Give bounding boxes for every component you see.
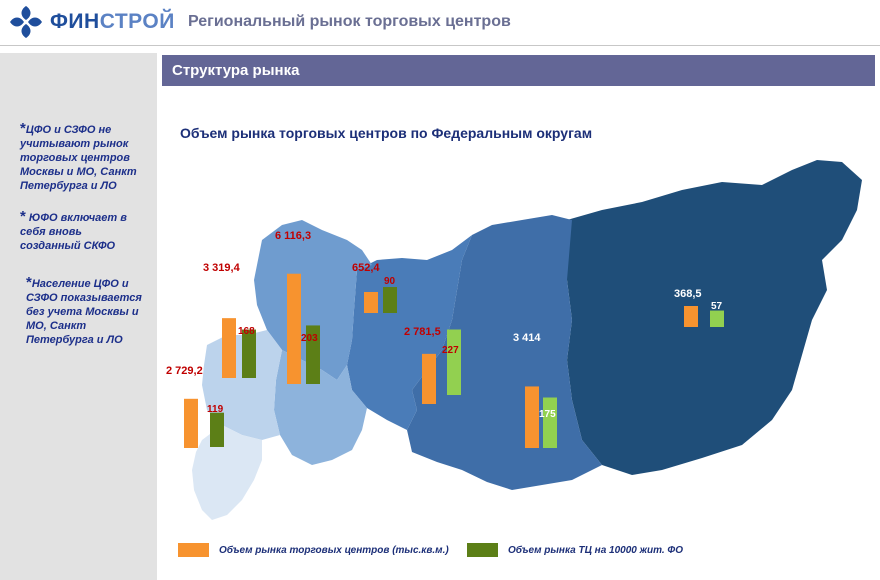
label-per-capita-1: 119 [207,404,224,415]
header: ФИНСТРОЙ Региональный рынок торговых цен… [0,0,880,46]
logo-text-part1: ФИН [50,10,100,33]
note-star: * [20,120,26,137]
note-population: *Население ЦФО и СЗФО показывается без у… [26,274,150,347]
label-volume-6: 3 414 [513,332,541,344]
note-cfo-szfo: *ЦФО и СЗФО не учитывают рынок торговых … [20,120,145,193]
label-per-capita-7: 57 [711,301,723,312]
section-title: Структура рынка [172,62,300,79]
bar-volume-1 [184,398,198,448]
bar-per-capita-3 [306,325,320,384]
label-volume-7: 368,5 [674,288,702,300]
bar-per-capita-7 [710,310,724,327]
label-volume-2: 3 319,4 [203,262,241,274]
map-region-ural [347,235,472,430]
legend-item-2: Объем рынка ТЦ на 10000 жит. ФО [467,541,683,559]
finstroy-logo-icon [10,6,42,38]
note-star: * [20,208,26,225]
bar-volume-6 [525,386,539,448]
bar-per-capita-4 [383,287,397,313]
legend-swatch-green [467,543,498,557]
bar-volume-2 [222,318,236,378]
bar-volume-5 [422,353,436,404]
map-region-northwest [254,220,372,380]
legend-label-1: Объем рынка торговых центров (тыс.кв.м.) [219,544,449,556]
note-text: ЮФО включает в себя вновь созданный СКФО [20,212,127,252]
header-divider [0,45,880,46]
label-volume-4: 652,4 [352,262,380,274]
bar-per-capita-1 [210,412,224,447]
finstroy-logo: ФИНСТРОЙ [6,4,175,40]
label-volume-5: 2 781,5 [404,326,441,338]
legend-label-2: Объем рынка ТЦ на 10000 жит. ФО [508,544,684,556]
notes-sidebar [0,53,157,580]
chart-title: Объем рынка торговых центров по Федераль… [180,125,593,141]
bar-per-capita-6 [543,397,557,448]
note-star: * [26,274,32,291]
bar-volume-3 [287,273,301,384]
bar-per-capita-5 [447,329,461,395]
bar-volume-7 [684,306,698,327]
bar-per-capita-2 [242,329,256,378]
logo-text-part2: СТРОЙ [99,10,175,33]
label-per-capita-6: 175 [539,409,556,420]
legend-item-1: Объем рынка торговых центров (тыс.кв.м.) [178,541,449,559]
label-per-capita-2: 168 [238,326,255,337]
legend-swatch-orange [178,543,209,557]
note-yufo: * ЮФО включает в себя вновь созданный СК… [20,208,140,253]
label-volume-3: 6 116,3 [275,230,311,242]
label-per-capita-5: 227 [442,345,459,356]
note-text: ЦФО и СЗФО не учитывают рынок торговых ц… [20,124,137,192]
map-region-south [192,425,262,520]
note-text: Население ЦФО и СЗФО показывается без уч… [26,278,142,346]
label-per-capita-3: 203 [301,333,318,344]
bar-volume-4 [364,292,378,313]
section-header: Структура рынка [162,55,875,86]
label-volume-1: 2 729,2 [166,365,203,377]
page-title: Региональный рынок торговых центров [188,13,511,30]
label-per-capita-4: 90 [384,276,396,287]
